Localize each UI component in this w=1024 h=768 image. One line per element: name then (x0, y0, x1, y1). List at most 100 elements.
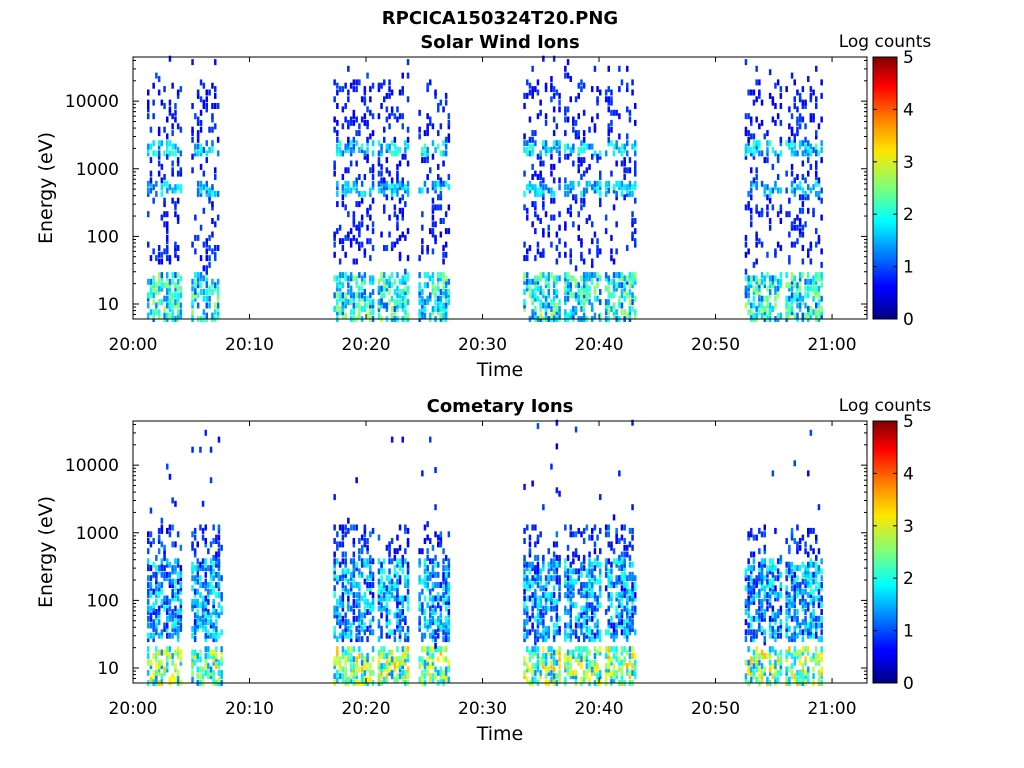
heatmap-cell (421, 632, 424, 639)
heatmap-cell (580, 140, 583, 147)
heatmap-cell (437, 646, 440, 653)
heatmap-cell (423, 558, 427, 565)
heatmap-cell (790, 561, 794, 568)
heatmap-cell (168, 289, 172, 295)
heatmap-cell (612, 309, 616, 316)
heatmap-cell (171, 123, 174, 130)
heatmap-cell (596, 622, 599, 629)
heatmap-cell (157, 170, 161, 177)
heatmap-cell (333, 538, 336, 544)
heatmap-cell (596, 272, 599, 279)
heatmap-cell (634, 150, 637, 157)
heatmap-cell (750, 656, 753, 663)
heatmap-cell (796, 285, 799, 292)
heatmap-cell (207, 612, 210, 619)
heatmap-cell (807, 565, 810, 572)
heatmap-cell (807, 248, 810, 255)
heatmap-cell (338, 309, 342, 316)
heatmap-cell (809, 258, 813, 265)
heatmap-cell (542, 187, 545, 194)
heatmap-cell (191, 565, 194, 572)
heatmap-cell (785, 299, 788, 306)
heatmap-cell (628, 180, 632, 187)
heatmap-cell (388, 568, 391, 575)
heatmap-cell (341, 292, 345, 299)
heatmap-cell (191, 446, 194, 453)
heatmap-cell (385, 676, 389, 683)
heatmap-cell (768, 582, 772, 588)
heatmap-cell (363, 527, 367, 534)
heatmap-cell (437, 302, 440, 309)
panel-cometary: Cometary Ions 20:00 20:10 20:20 20:30 20:40 2… (35, 396, 931, 745)
heatmap-cell (447, 558, 451, 565)
heatmap-cell (815, 615, 818, 622)
heatmap-cell (552, 295, 556, 302)
heatmap-cell (442, 292, 445, 299)
heatmap-cell (406, 143, 410, 150)
heatmap-cell (542, 561, 545, 568)
heatmap-cell (758, 282, 761, 289)
heatmap-cell (360, 116, 364, 123)
heatmap-cell (216, 245, 220, 251)
heatmap-cell (539, 299, 542, 306)
heatmap-cell (371, 582, 375, 588)
heatmap-cell (217, 561, 221, 568)
heatmap-cell (360, 676, 364, 683)
heatmap-cell (758, 89, 761, 96)
heatmap-cell (801, 295, 805, 302)
heatmap-cell (160, 588, 164, 595)
heatmap-cell (437, 143, 440, 150)
heatmap-cell (771, 96, 775, 103)
heatmap-cell (383, 676, 386, 683)
heatmap-cell (539, 289, 542, 295)
heatmap-cell (366, 582, 369, 588)
heatmap-cell (385, 575, 389, 582)
heatmap-cell (366, 656, 369, 663)
heatmap-cell (577, 299, 580, 306)
heatmap-cell (371, 602, 375, 609)
heatmap-cell (199, 622, 202, 629)
heatmap-cell (550, 147, 553, 153)
heatmap-cell (371, 302, 375, 309)
heatmap-cell (631, 592, 634, 599)
heatmap-cell (758, 659, 761, 666)
heatmap-cell (804, 548, 807, 555)
heatmap-cell (572, 292, 575, 299)
heatmap-cell (377, 285, 381, 292)
heatmap-cell (564, 177, 567, 184)
heatmap-cell (390, 194, 394, 201)
heatmap-cell (383, 285, 386, 292)
heatmap-cell (779, 282, 783, 289)
heatmap-cell (347, 96, 350, 103)
x-tick-label: 20:30 (458, 335, 507, 355)
heatmap-cell (763, 190, 766, 197)
heatmap-cell (423, 150, 427, 157)
heatmap-cell (798, 96, 802, 103)
heatmap-cell (163, 575, 166, 582)
heatmap-cell (157, 588, 161, 595)
heatmap-cell (815, 554, 818, 561)
heatmap-cell (626, 582, 629, 588)
heatmap-cell (798, 207, 802, 214)
heatmap-cell (550, 605, 553, 612)
heatmap-cell (804, 565, 807, 572)
heatmap-cell (599, 494, 602, 501)
heatmap-cell (566, 568, 570, 575)
heatmap-cell (812, 622, 815, 629)
heatmap-cell (196, 150, 200, 157)
heatmap-cell (593, 659, 597, 666)
heatmap-cell (401, 184, 404, 191)
heatmap-cell (212, 625, 215, 632)
heatmap-cell (790, 636, 794, 643)
heatmap-cell (807, 622, 810, 629)
heatmap-cell (790, 531, 794, 538)
heatmap-cell (166, 211, 169, 218)
heatmap-cell (421, 656, 424, 663)
heatmap-cell (166, 272, 169, 279)
x-tick-label: 20:20 (342, 699, 391, 719)
heatmap-cell (176, 619, 180, 626)
heatmap-cell (758, 588, 761, 595)
heatmap-cell (801, 258, 805, 265)
heatmap-cell (612, 143, 616, 150)
heatmap-cell (385, 588, 389, 595)
